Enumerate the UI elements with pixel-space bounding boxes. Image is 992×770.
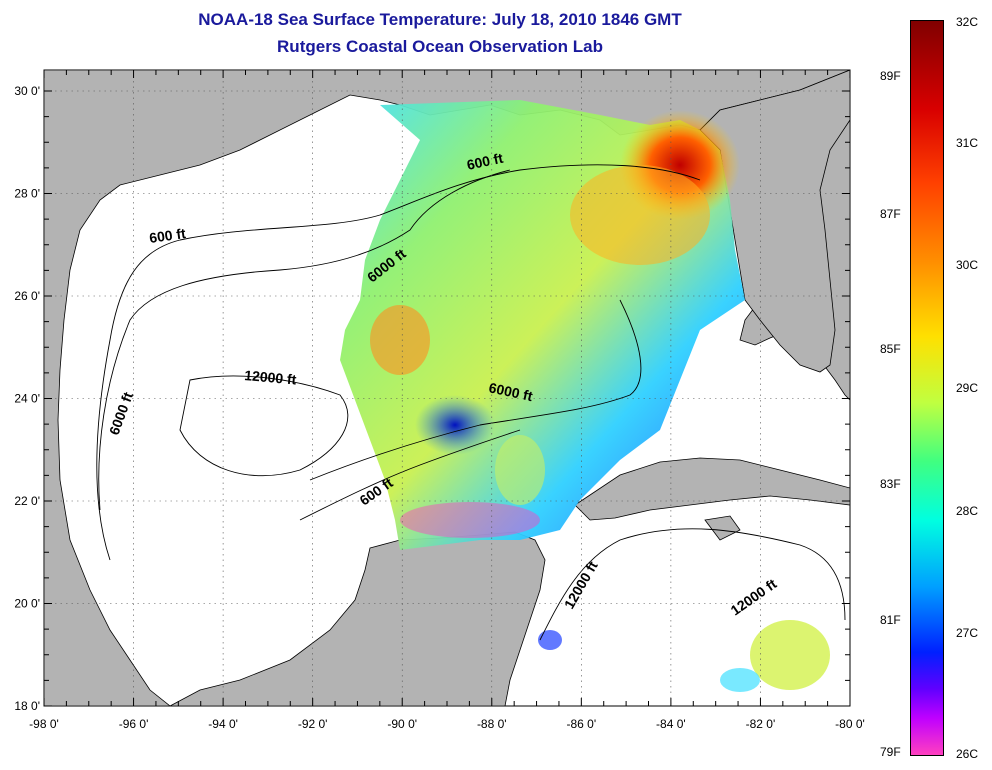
x-tick-label: -92 0' — [298, 717, 328, 731]
graticule — [44, 70, 850, 706]
y-tick-label: 24 0' — [14, 392, 40, 406]
colorbar-fahrenheit-label: 83F — [880, 477, 901, 491]
colorbar-celsius-label: 29C — [956, 381, 979, 395]
colorbar-celsius-label: 32C — [956, 15, 979, 29]
contour-label: 600 ft — [465, 150, 504, 173]
contour-lines — [96, 164, 846, 641]
tick-marks — [43, 70, 851, 707]
y-axis-labels: 18 0' 20 0' 22 0' 24 0' 26 0' 28 0' 30 0' — [14, 84, 40, 713]
colorbar-celsius-label: 30C — [956, 258, 979, 273]
contour-12000ft — [179, 375, 349, 477]
land-florida — [699, 69, 851, 373]
colorbar-celsius-label: 31C — [956, 135, 979, 150]
colorbar-fahrenheit-label: 87F — [880, 207, 901, 221]
colorbar-fahrenheit-label: 81F — [880, 613, 901, 627]
y-tick-label: 28 0' — [14, 187, 40, 201]
map-subtitle: Rutgers Coastal Ocean Observation Lab — [277, 37, 603, 56]
contour-12000ft-east — [539, 528, 846, 641]
sst-swath — [340, 100, 830, 692]
x-tick-label: -82 0' — [746, 717, 776, 731]
x-tick-label: -86 0' — [567, 717, 597, 731]
contour-600ft — [96, 164, 701, 561]
y-tick-label: 22 0' — [14, 494, 40, 508]
contour-600ft-south — [299, 429, 521, 521]
y-tick-label: 18 0' — [14, 699, 40, 713]
map-title: NOAA-18 Sea Surface Temperature: July 18… — [198, 10, 682, 29]
x-axis-labels: -98 0' -96 0' -94 0' -92 0' -90 0' -88 0' -86 … — [29, 717, 865, 731]
temperature-colorbar — [910, 20, 944, 756]
x-tick-label: -98 0' — [29, 717, 59, 731]
colorbar-fahrenheit-label: 85F — [880, 342, 901, 356]
x-tick-label: -96 0' — [119, 717, 149, 731]
x-tick-label: -88 0' — [477, 717, 507, 731]
land-cuba — [574, 457, 851, 521]
colorbar-celsius-label: 27C — [956, 626, 979, 641]
colorbar-celsius-label: 28C — [956, 503, 979, 518]
contour-6000ft — [98, 169, 511, 511]
colorbar-celsius-label: 26C — [956, 747, 979, 761]
land-layer — [43, 69, 851, 707]
contour-label: 600 ft — [148, 225, 187, 246]
x-tick-label: -80 0' — [835, 717, 865, 731]
contour-label: 12000 ft — [244, 367, 298, 388]
x-tick-label: -84 0' — [656, 717, 686, 731]
x-tick-label: -94 0' — [208, 717, 238, 731]
y-tick-label: 20 0' — [14, 597, 40, 611]
contour-6000ft-south — [309, 299, 642, 481]
land-island — [704, 515, 741, 541]
x-tick-label: -90 0' — [387, 717, 417, 731]
colorbar-fahrenheit-label: 89F — [880, 69, 901, 83]
y-tick-label: 26 0' — [14, 289, 40, 303]
colorbar-fahrenheit-label: 79F — [880, 745, 901, 759]
y-tick-label: 30 0' — [14, 84, 40, 98]
